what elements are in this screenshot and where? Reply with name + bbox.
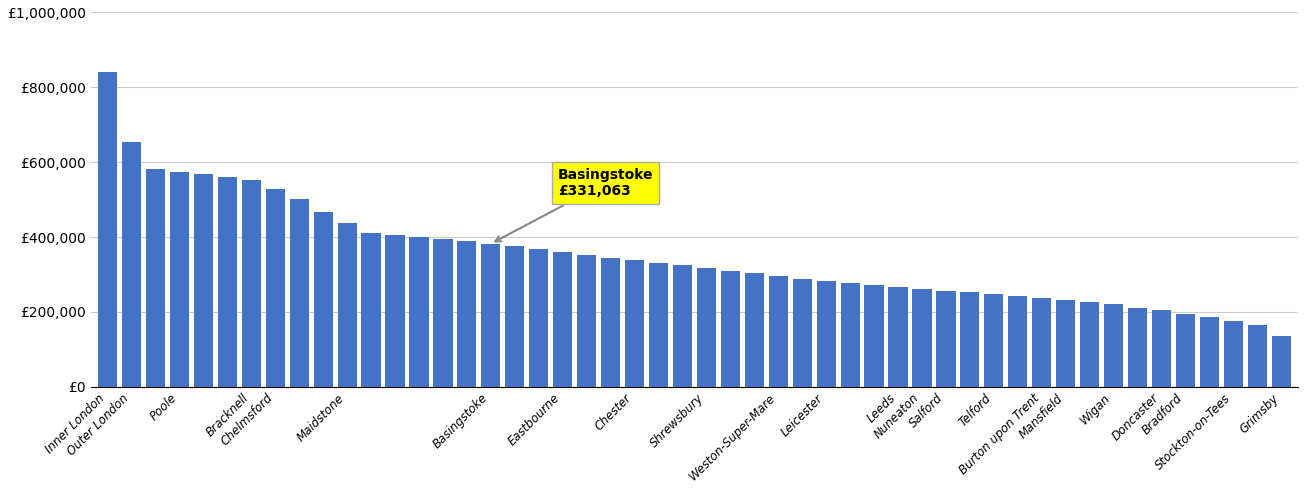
Bar: [146, 169, 164, 387]
Bar: [577, 255, 596, 387]
Bar: [745, 273, 763, 387]
Bar: [864, 285, 883, 387]
Bar: [482, 244, 500, 387]
Bar: [697, 268, 716, 387]
Bar: [720, 270, 740, 387]
Bar: [290, 199, 309, 387]
Bar: [338, 223, 356, 387]
Bar: [602, 258, 620, 387]
Bar: [1104, 304, 1124, 387]
Text: Basingstoke
£331,063: Basingstoke £331,063: [496, 168, 654, 242]
Bar: [170, 172, 189, 387]
Bar: [385, 235, 405, 387]
Bar: [433, 239, 453, 387]
Bar: [1176, 314, 1195, 387]
Bar: [313, 212, 333, 387]
Bar: [673, 265, 692, 387]
Bar: [1056, 300, 1075, 387]
Bar: [410, 237, 428, 387]
Bar: [625, 260, 645, 387]
Bar: [1081, 302, 1099, 387]
Bar: [121, 142, 141, 387]
Bar: [912, 289, 932, 387]
Bar: [984, 294, 1004, 387]
Bar: [1009, 296, 1027, 387]
Bar: [937, 291, 955, 387]
Bar: [1199, 318, 1219, 387]
Bar: [457, 241, 476, 387]
Bar: [889, 287, 907, 387]
Bar: [98, 73, 117, 387]
Bar: [1248, 325, 1267, 387]
Bar: [1152, 310, 1171, 387]
Bar: [1128, 308, 1147, 387]
Bar: [505, 246, 525, 387]
Bar: [1271, 336, 1291, 387]
Bar: [194, 174, 213, 387]
Bar: [649, 263, 668, 387]
Bar: [1224, 321, 1242, 387]
Bar: [218, 177, 238, 387]
Bar: [769, 276, 788, 387]
Bar: [266, 189, 284, 387]
Bar: [553, 252, 573, 387]
Bar: [817, 281, 835, 387]
Bar: [241, 180, 261, 387]
Bar: [1032, 298, 1052, 387]
Bar: [361, 233, 381, 387]
Bar: [840, 283, 860, 387]
Bar: [529, 249, 548, 387]
Bar: [792, 278, 812, 387]
Bar: [960, 293, 980, 387]
